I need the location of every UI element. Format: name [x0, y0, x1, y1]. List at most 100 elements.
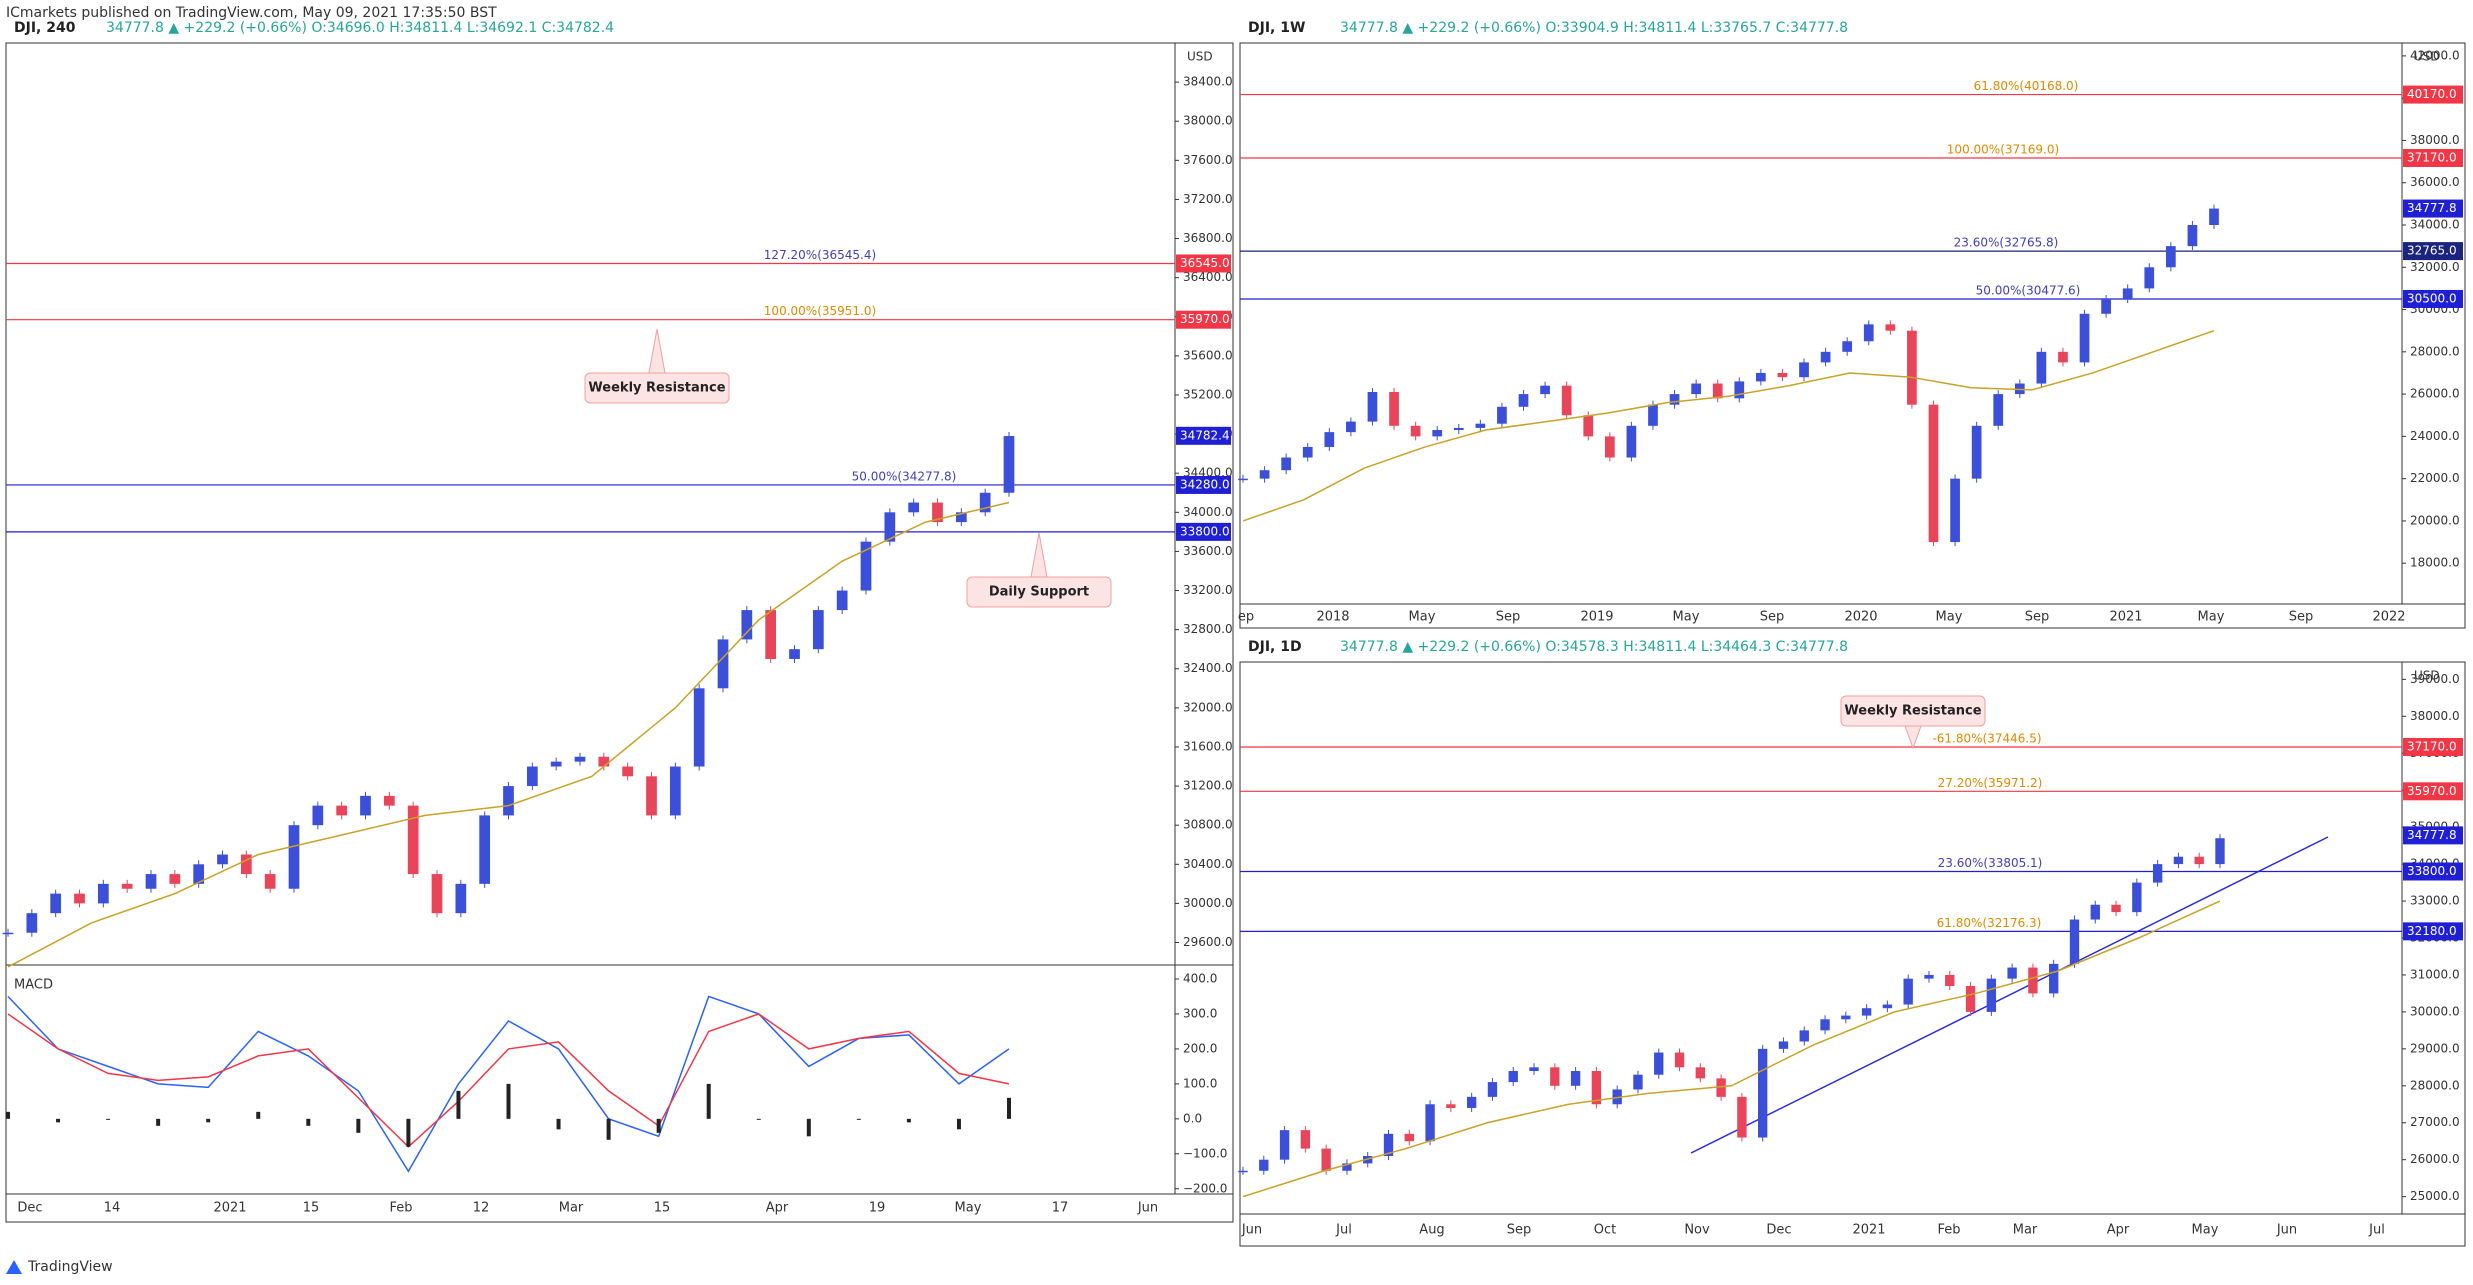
- candle: [2049, 963, 2059, 994]
- quote: 34777.8 ▲ +229.2 (+0.66%) O:34578.3 H:34…: [1340, 639, 1848, 655]
- y-tick-label: 35200.0: [1183, 387, 1233, 401]
- level-tag: [2403, 737, 2463, 756]
- x-tick-label: Sep: [1760, 610, 1785, 625]
- x-tick-label: 2019: [1580, 610, 1613, 625]
- x-tick-label: Sep: [1496, 610, 1521, 625]
- candle: [121, 883, 133, 889]
- candle: [1986, 978, 1997, 1012]
- candle: [1674, 1052, 1685, 1068]
- x-tick-label: Mar: [559, 1201, 584, 1216]
- fib-label: 27.20%(35971.2): [1938, 776, 2043, 790]
- level-tag-label: 33800.0: [2407, 864, 2457, 878]
- y-tick-label: 35600.0: [1183, 348, 1233, 362]
- daily-panel-frame: [1239, 661, 2466, 1247]
- candle: [1321, 1148, 1331, 1171]
- candle: [97, 883, 109, 904]
- symbol: DJI, 240: [14, 20, 76, 36]
- x-tick-label: 2021: [2109, 610, 2142, 625]
- level-tag-label: 36545.0: [1180, 256, 1230, 270]
- y-tick-label: 36800.0: [1183, 231, 1233, 245]
- candle: [2209, 208, 2219, 225]
- candle: [1669, 394, 1680, 405]
- y-tick-label: 24000.0: [2410, 429, 2460, 443]
- level-tag: [1176, 475, 1231, 494]
- candle: [1383, 1133, 1394, 1156]
- y-tick-label: 200.0: [1183, 1041, 1217, 1055]
- fib-label: 23.60%(33805.1): [1938, 856, 2043, 870]
- quote: 34777.8 ▲ +229.2 (+0.66%) O:34696.0 H:34…: [106, 20, 614, 36]
- moving-average: [1242, 329, 2215, 522]
- candle: [2122, 288, 2133, 299]
- x-tick-label: Jun: [1137, 1201, 1158, 1216]
- x-tick-label: Apr: [766, 1201, 789, 1216]
- x-tick-label: May: [1936, 610, 1963, 625]
- callout-pointer: [1030, 532, 1048, 578]
- candle: [336, 805, 348, 816]
- x-tick-label: 2018: [1316, 610, 1349, 625]
- level-tag: [2403, 242, 2463, 261]
- candle: [1475, 423, 1486, 428]
- candle: [312, 805, 324, 826]
- candle: [1882, 1004, 1893, 1009]
- moving-average: [7, 501, 1010, 968]
- candle: [1324, 432, 1335, 447]
- y-tick-label: 30800.0: [1183, 818, 1233, 832]
- y-tick-label: 34000.0: [2410, 217, 2460, 231]
- candle: [1410, 425, 1421, 437]
- y-tick-label: 27000.0: [2410, 1115, 2460, 1129]
- candle: [1238, 1170, 1248, 1173]
- x-tick-label: Jun: [2276, 1223, 2297, 1238]
- x-tick-label: Jun: [1241, 1223, 1262, 1238]
- y-tick-label: 42000.0: [2410, 48, 2460, 62]
- y-tick-label: 22000.0: [2410, 471, 2460, 485]
- y-tick-label: 100.0: [1183, 1076, 1217, 1090]
- candle: [1716, 1078, 1726, 1097]
- candle: [1758, 1048, 1768, 1138]
- x-tick-label: Sep: [1507, 1223, 1532, 1238]
- candle: [1497, 406, 1507, 424]
- tradingview-logo: [6, 1260, 22, 1274]
- candle: [1778, 1041, 1789, 1049]
- candle: [1799, 1030, 1809, 1042]
- candle: [2194, 856, 2204, 865]
- x-tick-label: Feb: [389, 1201, 412, 1216]
- histogram-bar: [106, 1118, 111, 1120]
- candle: [717, 639, 729, 689]
- candle: [1654, 1052, 1664, 1075]
- candle: [1907, 330, 1917, 405]
- last-price-tag: [1176, 426, 1231, 445]
- histogram-bar: [1007, 1097, 1011, 1119]
- weekly-panel-frame: [1239, 42, 2466, 629]
- level-tag-label: 35970.0: [1180, 312, 1230, 326]
- y-tick-label: 300.0: [1183, 1006, 1217, 1020]
- x-tick-label: May: [1673, 610, 1700, 625]
- x-tick-label: Apr: [2107, 1223, 2130, 1238]
- histogram-bar: [506, 1083, 511, 1119]
- fib-label: 50.00%(34277.8): [852, 469, 957, 483]
- level-tag-label: 37170.0: [2407, 739, 2457, 753]
- candle: [1691, 383, 1701, 395]
- candle: [812, 610, 824, 650]
- pane-title: MACD: [14, 978, 53, 993]
- candle: [1446, 1104, 1456, 1108]
- candle: [1342, 1163, 1352, 1171]
- x-tick-label: 14: [104, 1201, 121, 1216]
- candle: [860, 541, 872, 591]
- candle: [1550, 1067, 1560, 1086]
- y-tick-label: 37600.0: [1183, 153, 1233, 167]
- histogram-bar: [356, 1118, 361, 1133]
- candle: [455, 883, 467, 914]
- y-tick-label: 32000.0: [1183, 700, 1233, 714]
- y-tick-label: −200.0: [1183, 1181, 1227, 1195]
- candle: [1508, 1071, 1518, 1083]
- candle: [622, 766, 634, 777]
- fib-label: 50.00%(30477.6): [1976, 283, 2081, 297]
- page-header: ICmarkets published on TradingView.com, …: [6, 5, 497, 21]
- candle: [1965, 986, 1976, 1012]
- candle: [2111, 904, 2121, 913]
- candle: [2069, 919, 2080, 964]
- level-tag-label: 34280.0: [1180, 477, 1230, 491]
- level-tag: [1176, 310, 1231, 329]
- x-tick-label: Nov: [1684, 1223, 1710, 1238]
